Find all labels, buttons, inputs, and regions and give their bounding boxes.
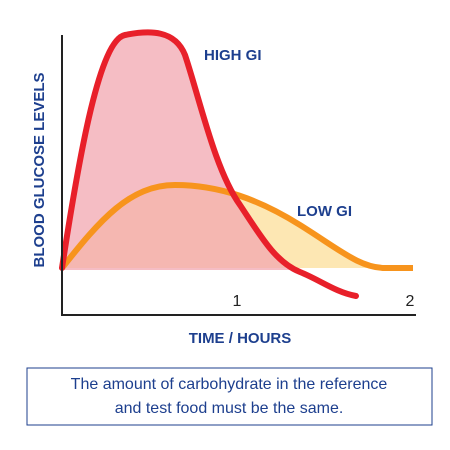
- y-axis-label: BLOOD GLUCOSE LEVELS: [31, 72, 48, 267]
- high-gi-curve: [59, 29, 359, 299]
- curve-label: LOW GI: [297, 203, 352, 220]
- x-tick-label: 1: [233, 293, 242, 310]
- curve-label: HIGH GI: [204, 47, 262, 64]
- caption-box: [26, 367, 433, 426]
- x-axis-label: TIME / HOURS: [189, 330, 292, 347]
- x-tick-label: 2: [406, 293, 415, 310]
- caption-line: and test food must be the same.: [115, 400, 344, 417]
- caption-line: The amount of carbohydrate in the refere…: [71, 376, 388, 393]
